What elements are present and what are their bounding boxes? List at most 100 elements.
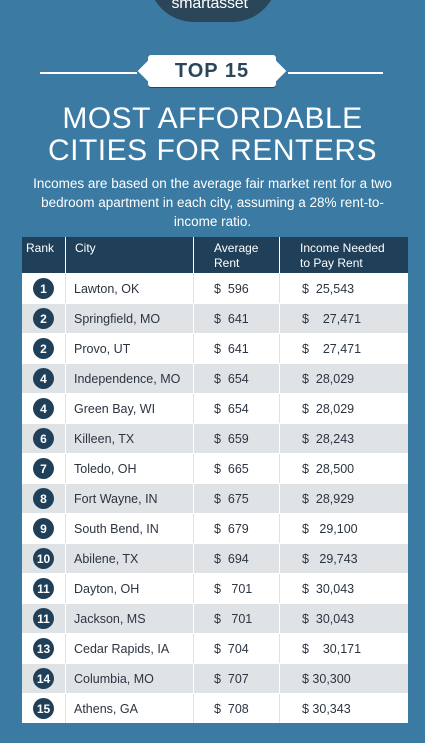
city-cell: Athens, GA — [66, 694, 194, 723]
city-cell: South Bend, IN — [66, 514, 194, 543]
rank-cell: 4 — [22, 394, 66, 423]
rank-badge: 10 — [33, 548, 54, 569]
rank-cell: 9 — [22, 514, 66, 543]
rent-cell: $ 701 — [194, 604, 280, 633]
rank-badge: 14 — [33, 668, 54, 689]
header-average-rent: Average Rent — [194, 237, 280, 273]
rank-cell: 15 — [22, 694, 66, 723]
city-cell: Dayton, OH — [66, 574, 194, 603]
income-cell: $ 30,043 — [302, 611, 355, 626]
income-cell: $ 27,471 — [302, 311, 362, 326]
income-cell: $ 25,543 — [302, 281, 355, 296]
rank-cell: 13 — [22, 634, 66, 663]
city-cell: Columbia, MO — [66, 664, 194, 693]
city-cell: Provo, UT — [66, 334, 194, 363]
city-cell: Green Bay, WI — [66, 394, 194, 423]
rank-cell: 2 — [22, 304, 66, 333]
rank-cell: 11 — [22, 604, 66, 633]
rent-cell: $ 675 — [194, 484, 280, 513]
rank-badge: 4 — [33, 398, 54, 419]
table-row: 8 Fort Wayne, IN $ 675 $ 28,929 — [22, 483, 408, 513]
top-badge: TOP 15 — [148, 55, 276, 87]
rent-cell: $ 707 — [194, 664, 280, 693]
table-row: 11 Dayton, OH $ 701 $ 30,043 — [22, 573, 408, 603]
header-rank: Rank — [22, 237, 66, 273]
rank-cell: 14 — [22, 664, 66, 693]
table-body: 1 Lawton, OK $ 596 $ 25,543 2 Springfield, MO… — [22, 273, 408, 723]
table-row: 1 Lawton, OK $ 596 $ 25,543 — [22, 273, 408, 303]
rank-badge: 6 — [33, 428, 54, 449]
rank-cell: 7 — [22, 454, 66, 483]
income-cell: $ 30,171 — [302, 641, 362, 656]
city-cell: Jackson, MS — [66, 604, 194, 633]
rank-badge: 11 — [33, 608, 54, 629]
rank-badge: 15 — [33, 698, 54, 719]
income-cell: $ 29,743 — [302, 551, 358, 566]
table-row: 2 Provo, UT $ 641 $ 27,471 — [22, 333, 408, 363]
table-row: 4 Independence, MO $ 654 $ 28,029 — [22, 363, 408, 393]
divider-left — [40, 72, 137, 74]
income-cell: $ 29,100 — [302, 521, 358, 536]
rent-cell: $ 694 — [194, 544, 280, 573]
table-row: 15 Athens, GA $ 708 $ 30,343 — [22, 693, 408, 723]
table-row: 2 Springfield, MO $ 641 $ 27,471 — [22, 303, 408, 333]
table-row: 13 Cedar Rapids, IA $ 704 $ 30,171 — [22, 633, 408, 663]
rent-cell: $ 679 — [194, 514, 280, 543]
rank-cell: 1 — [22, 274, 66, 303]
rank-badge: 7 — [33, 458, 54, 479]
table-header: Rank City Average Rent Income Needed to … — [22, 237, 408, 273]
rent-cell: $ 596 — [194, 274, 280, 303]
rank-cell: 10 — [22, 544, 66, 573]
brand-logo: smartasset™ — [148, 0, 278, 22]
city-cell: Lawton, OK — [66, 274, 194, 303]
rent-cell: $ 708 — [194, 694, 280, 723]
city-cell: Toledo, OH — [66, 454, 194, 483]
income-cell: $ 28,029 — [302, 401, 355, 416]
city-cell: Springfield, MO — [66, 304, 194, 333]
rent-cell: $ 704 — [194, 634, 280, 663]
city-cell: Independence, MO — [66, 364, 194, 393]
income-cell: $ 28,029 — [302, 371, 355, 386]
rank-badge: 11 — [33, 578, 54, 599]
title-line-1: MOST AFFORDABLE — [62, 102, 363, 135]
table-row: 6 Killeen, TX $ 659 $ 28,243 — [22, 423, 408, 453]
rankings-table: Rank City Average Rent Income Needed to … — [22, 237, 408, 723]
table-row: 9 South Bend, IN $ 679 $ 29,100 — [22, 513, 408, 543]
rank-cell: 2 — [22, 334, 66, 363]
table-row: 10 Abilene, TX $ 694 $ 29,743 — [22, 543, 408, 573]
income-cell: $ 28,500 — [302, 461, 355, 476]
header-income-needed: Income Needed to Pay Rent — [300, 241, 385, 270]
rank-badge: 1 — [33, 278, 54, 299]
rank-badge: 13 — [33, 638, 54, 659]
rent-cell: $ 654 — [194, 364, 280, 393]
income-cell: $ 30,343 — [302, 701, 351, 716]
header-city: City — [66, 237, 194, 273]
income-cell: $ 30,043 — [302, 581, 355, 596]
city-cell: Abilene, TX — [66, 544, 194, 573]
city-cell: Killeen, TX — [66, 424, 194, 453]
rent-cell: $ 641 — [194, 334, 280, 363]
city-cell: Fort Wayne, IN — [66, 484, 194, 513]
title-line-2: CITIES FOR RENTERS — [47, 134, 378, 167]
rent-cell: $ 654 — [194, 394, 280, 423]
income-cell: $ 28,243 — [302, 431, 355, 446]
rank-badge: 2 — [33, 338, 54, 359]
rank-badge: 8 — [33, 488, 54, 509]
rank-badge: 2 — [33, 308, 54, 329]
brand-name: smartasset™ — [171, 0, 255, 12]
city-cell: Cedar Rapids, IA — [66, 634, 194, 663]
rank-badge: 4 — [33, 368, 54, 389]
income-cell: $ 27,471 — [302, 341, 362, 356]
rent-cell: $ 659 — [194, 424, 280, 453]
income-cell: $ 30,300 — [302, 671, 351, 686]
table-row: 4 Green Bay, WI $ 654 $ 28,029 — [22, 393, 408, 423]
chart-subtitle: Incomes are based on the average fair ma… — [33, 176, 392, 229]
rank-cell: 4 — [22, 364, 66, 393]
rent-cell: $ 701 — [194, 574, 280, 603]
rent-cell: $ 641 — [194, 304, 280, 333]
rank-cell: 11 — [22, 574, 66, 603]
rank-cell: 6 — [22, 424, 66, 453]
divider-right — [288, 72, 383, 74]
table-row: 11 Jackson, MS $ 701 $ 30,043 — [22, 603, 408, 633]
rank-badge: 9 — [33, 518, 54, 539]
